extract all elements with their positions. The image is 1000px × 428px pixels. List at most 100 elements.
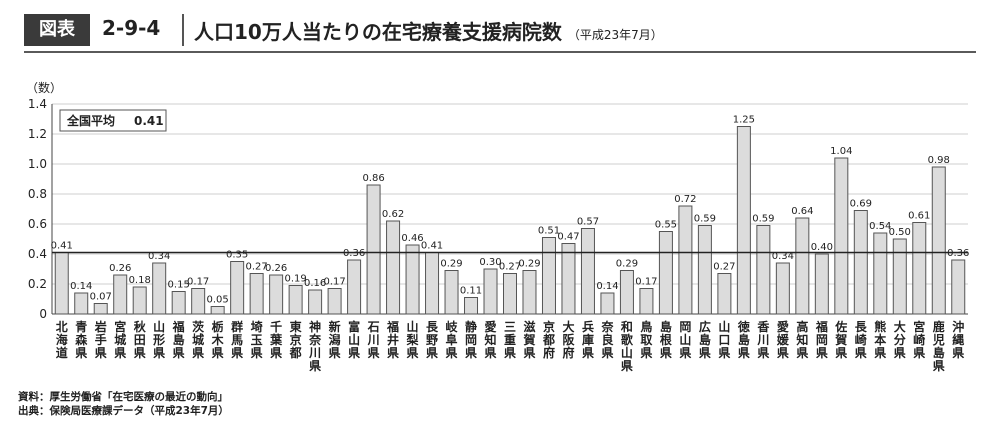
bar-value-label: 0.11 [460,286,482,297]
bar [191,288,206,315]
average-legend-value: 0.41 [134,114,164,128]
x-tick-label: 茨城県 [192,319,204,360]
header-divider [182,14,184,46]
bar-value-label: 0.36 [947,248,969,259]
x-tick-label: 新潟県 [329,319,341,360]
x-tick-label: 大分県 [894,319,906,360]
x-tick-label: 奈良県 [600,319,614,360]
bar [132,286,147,315]
figure-badge: 図表 [24,14,90,46]
bar-value-label: 0.19 [284,274,306,285]
x-tick-label: 長野県 [426,319,439,360]
bar-value-label: 0.27 [499,262,521,273]
bar-value-label: 0.72 [674,194,696,205]
bar [230,261,245,315]
x-tick-label: 和歌山県 [620,319,634,373]
bar-value-label: 0.34 [148,251,170,262]
bar-value-label: 0.50 [889,227,911,238]
y-tick-label: 0.8 [28,187,47,201]
x-tick-label: 沖縄県 [952,319,964,360]
x-tick-label: 鹿児島県 [932,319,945,373]
x-tick-label: 高知県 [795,319,808,360]
bar [464,297,479,315]
average-legend-label: 全国平均 [66,113,115,128]
x-tick-label: 熊本県 [874,319,886,360]
bar [347,259,362,315]
bar-value-label: 0.14 [70,281,92,292]
bar-value-label: 0.34 [772,251,794,262]
x-tick-label: 鳥取県 [640,319,652,360]
bar-value-label: 1.25 [733,115,755,126]
bar [814,253,829,315]
bar [522,270,537,315]
bar [483,268,498,315]
bar-value-label: 0.29 [440,259,462,270]
y-tick-label: 0.2 [28,277,47,291]
x-tick-label: 神奈川県 [308,319,322,373]
bar-value-label: 0.26 [265,263,287,274]
bar-value-label: 0.61 [908,211,930,222]
bar [600,292,615,315]
x-tick-label: 広島県 [699,319,711,360]
bar-value-label: 0.69 [850,199,872,210]
x-tick-label: 佐賀県 [834,319,847,360]
bar [931,166,946,315]
bar [113,274,128,315]
bar-value-label: 0.98 [928,155,950,166]
x-tick-label: 滋賀県 [522,319,535,360]
bar-value-label: 0.59 [694,214,716,225]
bar-value-label: 0.62 [382,209,404,220]
bar-value-label: 0.29 [616,259,638,270]
x-tick-label: 大阪府 [562,319,575,360]
bar-value-label: 0.16 [304,278,326,289]
y-tick-label: 0.4 [28,247,47,261]
bar-value-label: 0.35 [226,250,248,261]
figure-title: 人口10万人当たりの在宅療養支援病院数 （平成23年7月） [194,16,663,45]
bar [308,289,323,315]
bar [503,273,517,315]
bar [541,237,556,315]
bar [678,205,693,315]
bar [580,228,595,315]
bar [74,292,89,315]
source-note: 資料：厚生労働省「在宅医療の最近の動向」 [18,391,228,403]
x-tick-label: 京都府 [542,319,555,360]
bar-value-label: 0.40 [811,242,833,253]
bar-chart: （数） 0 0.2 0.4 0.6 0.8 1.0 1.2 1.4 0.41 北海道 0.14 青森県 0… [26,80,969,373]
bar-value-label: 0.15 [168,280,190,291]
x-tick-label: 福岡県 [815,319,828,360]
title-text: 人口10万人当たりの在宅療養支援病院数 [194,20,562,44]
bar [249,273,264,315]
bar-value-label: 0.36 [343,248,365,259]
x-tick-label: 栃木県 [211,319,225,360]
title-subtitle: （平成23年7月） [567,28,663,42]
bar [561,243,576,315]
bar [327,288,342,315]
x-tick-label: 福島県 [172,319,185,360]
bar [951,259,966,315]
x-tick-label: 北海道 [56,319,68,360]
bar-value-label: 0.17 [187,277,209,288]
x-tick-label: 香川県 [756,319,769,360]
bar [834,157,849,315]
header-rule [24,51,976,53]
bar-value-label: 0.47 [557,232,579,243]
average-legend-box [59,109,167,132]
x-tick-label: 石川県 [367,320,380,360]
bar [795,217,810,315]
figure-header: 図表 2-9-4 人口10万人当たりの在宅療養支援病院数 （平成23年7月） [24,10,976,50]
bar [152,262,167,315]
bar [405,244,420,315]
figure-footer: 資料：厚生労働省「在宅医療の最近の動向」 出典：保険局医療課データ（平成23年7… [18,390,229,418]
x-tick-label: 長崎県 [855,319,868,360]
bar-value-label: 0.54 [869,221,891,232]
y-tick-label: 1.2 [28,127,47,141]
x-tick-label: 山形県 [153,319,165,360]
bar [658,231,673,315]
x-tick-label: 岡山県 [679,320,691,360]
bar [756,225,771,315]
bar-value-label: 0.30 [479,257,501,268]
bar [697,225,712,315]
bar [444,270,459,315]
bar-value-label: 0.59 [752,214,774,225]
